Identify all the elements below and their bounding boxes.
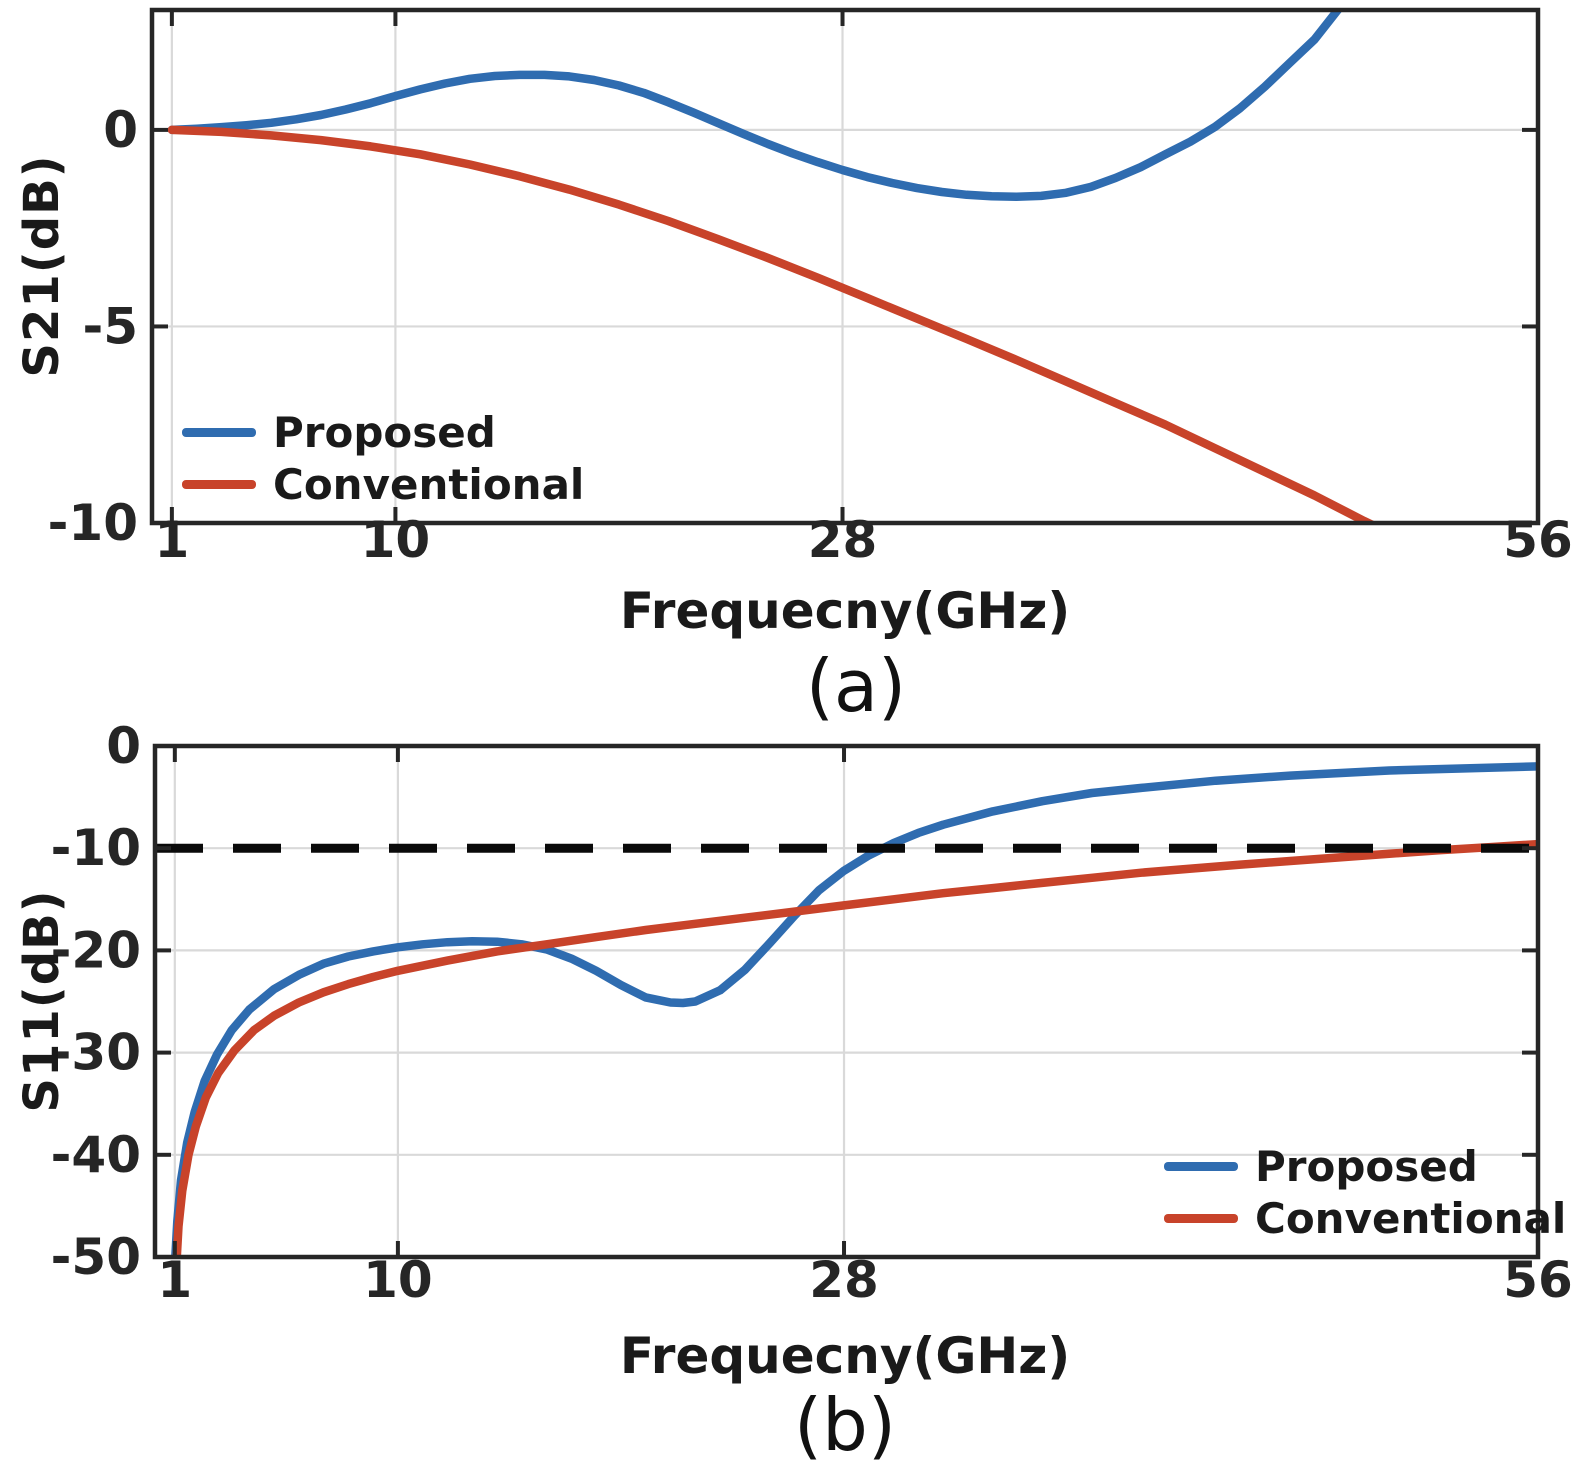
proposed-line-swatch	[182, 427, 256, 437]
x-tick-label: 56	[1503, 1251, 1573, 1309]
s21-legend: Proposed Conventional	[182, 407, 585, 509]
s21-y-axis-label: S21(dB)	[14, 154, 70, 378]
proposed-line-swatch	[1164, 1161, 1238, 1171]
x-tick-label: 10	[361, 511, 431, 569]
y-tick-label: -10	[51, 819, 141, 877]
x-tick-label: 1	[157, 1251, 192, 1309]
conventional-line-swatch	[182, 479, 256, 489]
s11-x-axis-label: Frequecny(GHz)	[619, 1327, 1071, 1385]
legend-label: Conventional	[1255, 1193, 1567, 1243]
axes-box	[149, 7, 1541, 526]
x-tick-label: 10	[363, 1251, 433, 1309]
s21-x-axis-label: Frequecny(GHz)	[619, 582, 1071, 640]
legend-entry-conventional: Conventional	[182, 459, 585, 509]
y-tick-label: -20	[51, 921, 141, 979]
y-tick-label: -5	[82, 297, 138, 355]
subfigure-a-caption: (a)	[805, 644, 907, 728]
proposed-line	[171, 762, 1538, 1257]
legend-entry-proposed: Proposed	[182, 407, 584, 457]
conventional-line	[167, 125, 1379, 523]
y-tick-label: -50	[51, 1228, 141, 1286]
y-tick-label: -30	[51, 1024, 141, 1082]
y-tick-label: 0	[106, 717, 141, 775]
legend-entry-proposed: Proposed	[1164, 1141, 1566, 1191]
x-tick-label: 56	[1503, 511, 1573, 569]
subfigure-b-caption: (b)	[794, 1383, 896, 1465]
x-tick-label: 1	[154, 511, 189, 569]
s21-plot: 1 10 28 56 0 -5 -10	[48, 7, 1573, 569]
legend-label: Proposed	[1255, 1141, 1478, 1191]
axes-box	[152, 743, 1541, 1260]
s11-y-axis-label: S11(dB)	[14, 889, 70, 1113]
y-tick-label: -40	[51, 1126, 141, 1184]
conventional-line	[172, 839, 1538, 1257]
proposed-line	[167, 10, 1344, 201]
x-tick-label: 28	[809, 1251, 879, 1309]
y-tick-label: 0	[103, 101, 138, 159]
y-tick-label: -10	[48, 494, 138, 552]
legend-entry-conventional: Conventional	[1164, 1193, 1567, 1243]
x-tick-label: 28	[808, 511, 878, 569]
conventional-line-swatch	[1164, 1213, 1238, 1223]
legend-label: Proposed	[273, 407, 496, 457]
legend-label: Conventional	[273, 459, 585, 509]
s11-legend: Proposed Conventional	[1164, 1141, 1567, 1243]
s11-plot: 1 10 28 56 0 -10 -20 -30 -40 -50	[51, 717, 1573, 1309]
